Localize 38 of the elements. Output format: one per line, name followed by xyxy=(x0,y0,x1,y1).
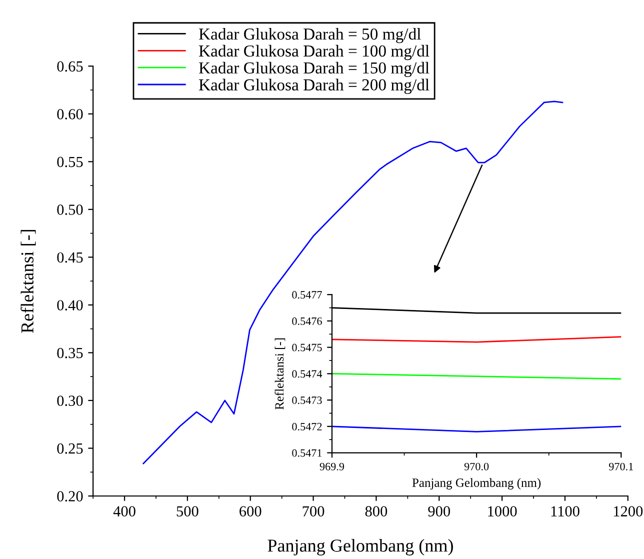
x-tick-label: 600 xyxy=(240,506,262,516)
x-tick-label: 1100 xyxy=(551,506,580,516)
y-tick-label: 0.45 xyxy=(57,252,83,263)
y-tick-label: 0.50 xyxy=(57,204,83,215)
x-axis-title: Panjang Gelombang (nm) xyxy=(268,539,453,556)
legend-label: Kadar Glukosa Darah = 150 mg/dl xyxy=(198,62,430,77)
y-tick-label: 0.65 xyxy=(57,61,83,72)
y-tick-label: 0.40 xyxy=(57,300,83,310)
x-tick-label: 1000 xyxy=(488,506,517,516)
x-axis-title: Panjang Gelombang (nm) xyxy=(412,478,541,490)
line-series xyxy=(142,100,564,464)
y-tick-label: 0.5475 xyxy=(292,344,322,352)
x-tick-label: 969.9 xyxy=(320,462,344,470)
x-tick-label: 970.0 xyxy=(464,462,489,470)
y-tick-label: 0.5472 xyxy=(292,422,322,430)
legend-label: Kadar Glukosa Darah = 200 mg/dl xyxy=(198,78,430,94)
y-tick-label: 0.5474 xyxy=(292,370,322,378)
y-tick-label: 0.5473 xyxy=(292,396,322,404)
x-tick-label: 700 xyxy=(302,506,324,516)
y-tick-label: 0.60 xyxy=(57,109,83,120)
x-tick-label: 400 xyxy=(113,506,136,516)
x-tick-label: 900 xyxy=(428,506,450,516)
legend-label: Kadar Glukosa Darah = 100 mg/dl xyxy=(198,44,430,60)
y-tick-label: 0.35 xyxy=(57,348,83,358)
y-tick-label: 0.55 xyxy=(57,156,83,168)
y-tick-label: 0.5477 xyxy=(292,291,322,299)
x-tick-label: 970.1 xyxy=(608,462,633,470)
y-axis-title: Reflektansi [-] xyxy=(20,230,36,333)
y-tick-label: 0.20 xyxy=(57,491,83,502)
y-tick-label: 0.25 xyxy=(57,443,83,454)
legend-label: Kadar Glukosa Darah = 50 mg/dl xyxy=(198,28,421,44)
y-tick-label: 0.5476 xyxy=(292,317,322,325)
y-axis-title: Reflektansi [-] xyxy=(274,338,286,410)
x-tick-label: 500 xyxy=(176,506,198,516)
y-tick-label: 0.5471 xyxy=(292,449,322,457)
x-tick-label: 800 xyxy=(365,506,388,516)
x-tick-label: 1200 xyxy=(614,506,643,516)
y-tick-label: 0.30 xyxy=(57,396,83,406)
